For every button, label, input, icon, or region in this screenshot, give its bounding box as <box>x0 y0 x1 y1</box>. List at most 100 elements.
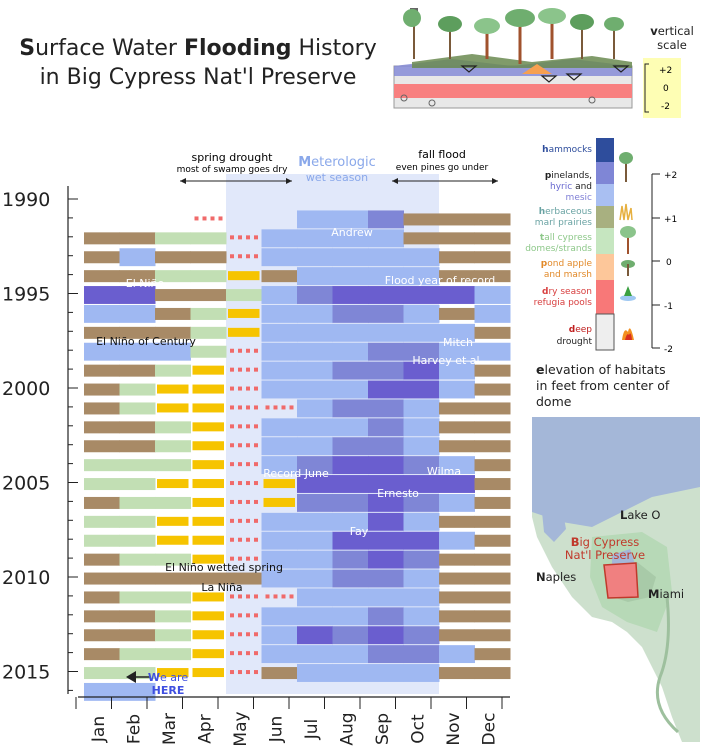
heatmap-cell-2004-Sep <box>368 456 404 475</box>
legend-herbaceous: herbaceous <box>506 207 592 218</box>
here-arrowhead <box>126 671 136 683</box>
heatmap-cell-2009-May-1 <box>238 556 242 561</box>
y-tick-label-2015: 2015 <box>2 662 50 684</box>
heatmap-cell-1991-Apr-0 <box>194 216 199 221</box>
wet-season-title-m: M <box>298 155 311 170</box>
x-tick-label-Jun: Jun <box>266 716 286 744</box>
heatmap-cell-2010-Oct <box>403 569 440 588</box>
heatmap-cell-2000-Mar <box>157 384 189 394</box>
heatmap-cell-2007-Jan <box>84 515 120 528</box>
heatmap-cell-2015-May-2 <box>246 670 250 675</box>
heatmap-cell-2013-Jun <box>261 626 298 645</box>
heatmap-cell-1996-Apr <box>190 307 227 320</box>
legend-swatch-pinelands-hyric <box>596 162 614 184</box>
heatmap-cell-2007-Nov <box>439 515 475 528</box>
heatmap-cell-1992-Aug <box>332 229 369 248</box>
heatmap-cell-2003-Aug <box>332 437 369 456</box>
map-label-preserve-b: B <box>570 535 580 549</box>
wet-season-sub: wet season <box>306 171 368 184</box>
heatmap-cell-2011-May-2 <box>246 594 250 599</box>
heatmap-cell-2011-Dec <box>474 591 511 604</box>
heatmap-cell-2002-May-2 <box>246 424 250 429</box>
vertical-scale-tick-0: 0 <box>663 84 669 94</box>
heatmap-cell-2004-Mar <box>155 459 191 472</box>
heatmap-cell-1999-May-2 <box>246 367 250 372</box>
heatmap-cell-2007-Sep <box>368 512 404 531</box>
heatmap-cell-2011-May-3 <box>254 594 258 599</box>
heatmap-cell-2009-May-3 <box>254 556 258 561</box>
heatmap-cell-1993-Oct <box>403 248 440 267</box>
legend-swatch-marl-prairies <box>596 206 614 228</box>
fall-flood-arrowhead-left <box>392 178 398 184</box>
heatmap-cell-1995-Jul <box>297 286 333 304</box>
heatmap-cell-2015-May-0 <box>230 670 234 675</box>
heatmap-cell-2008-Jun <box>261 531 298 550</box>
legend-pond-apple: pond apple <box>506 259 592 270</box>
heatmap-cell-2010-Nov <box>439 572 475 585</box>
heatmap-cell-1991-Sep <box>368 210 404 229</box>
heatmap-cell-1994-Jan <box>84 270 120 283</box>
legend-scale-label-plus-1: +1 <box>664 215 677 225</box>
heatmap-cell-1999-May-1 <box>238 367 242 372</box>
heatmap-cell-1995-Jun <box>261 286 298 304</box>
heatmap-cell-1998-Dec <box>474 342 511 361</box>
heatmap-cell-1992-Nov <box>439 232 475 245</box>
heatmap-cell-2003-Sep <box>368 437 404 456</box>
heatmap-cell-2012-Sep <box>368 607 404 626</box>
heatmap-cell-2010-Jul <box>297 569 333 588</box>
legend-drought: drought <box>506 337 592 348</box>
heatmap-cell-2011-Jun-2 <box>281 594 286 599</box>
legend-scale-label-minus-1: -1 <box>664 302 673 312</box>
heatmap-cell-1992-May-2 <box>246 235 250 240</box>
heatmap-cell-1996-Oct <box>403 304 440 323</box>
heatmap-cell-2004-Feb <box>119 459 156 472</box>
heatmap-cell-2014-Jun <box>261 645 298 664</box>
legend-refugia-pools: refugia pools <box>506 298 592 309</box>
heatmap-cell-2000-May-3 <box>254 386 258 391</box>
heatmap-cell-1999-Jul <box>297 361 333 380</box>
heatmap-cell-2006-Mar <box>155 496 191 509</box>
legend-tall-cypress-rest: all cypress <box>544 233 592 243</box>
spring-drought-arrowhead-right <box>286 178 292 184</box>
heatmap-cell-2000-May-2 <box>246 386 250 391</box>
heatmap-cell-2005-Apr <box>192 479 224 489</box>
heatmap-cell-1994-Oct <box>403 267 440 286</box>
heatmap-cell-1992-May-0 <box>230 235 234 240</box>
event-harvey-et-al: Harvey et al <box>412 354 479 367</box>
legend-tall-cypress-t: t <box>539 233 545 243</box>
wet-season-title-rest: eterologic <box>311 155 376 170</box>
heatmap-cell-2007-Apr <box>192 516 224 526</box>
heatmap-cell-1995-Sep <box>368 286 404 304</box>
title-urface: urface Water <box>35 36 184 61</box>
heatmap-cell-2015-Jul <box>297 664 333 682</box>
heatmap-cell-2002-Mar <box>155 421 191 434</box>
heatmap-cell-2011-Sep <box>368 588 404 607</box>
heatmap-cell-1994-May <box>228 271 260 281</box>
heatmap-cell-1994-Mar <box>155 270 191 283</box>
heatmap-cell-1995-May <box>226 289 262 302</box>
heatmap-cell-2006-Aug <box>332 493 369 512</box>
heatmap-cell-1995-Oct <box>403 286 440 304</box>
heatmap-cell-2000-Sep <box>368 380 404 399</box>
event-ernesto: Ernesto <box>377 487 419 500</box>
heatmap-cell-2014-Jan <box>84 648 120 661</box>
heatmap-cell-2004-Aug <box>332 456 369 475</box>
heatmap-cell-1991-Nov <box>439 213 475 226</box>
vertical-scale-box: +2 0 -2 <box>643 58 681 118</box>
heatmap-cell-2001-Mar <box>157 403 189 413</box>
heatmap-cell-2014-Apr <box>192 649 224 659</box>
heatmap-cell-1998-Mar <box>155 342 191 361</box>
heatmap-cell-2008-Aug <box>332 531 369 550</box>
heatmap-cell-2015-Oct <box>403 664 440 682</box>
heatmap-cell-2013-Jan <box>84 629 120 642</box>
map-label-naples-n: N <box>536 570 546 584</box>
heatmap-cell-1997-Mar <box>155 326 191 339</box>
flooding-chart: 1990 1995 2000 2005 2010 2015 Jan Feb Mar Apr May… <box>2 148 511 746</box>
x-tick-label-Jul: Jul <box>302 719 322 741</box>
heatmap-cell-2005-Sep <box>368 475 404 493</box>
heatmap-cell-2006-Feb <box>119 496 156 509</box>
heatmap-cell-1999-Jan <box>84 364 120 377</box>
heatmap-cell-2002-Oct <box>403 418 440 437</box>
map-label-lake-rest: ake O <box>627 508 661 522</box>
map-label-miami: Miami <box>648 588 684 601</box>
